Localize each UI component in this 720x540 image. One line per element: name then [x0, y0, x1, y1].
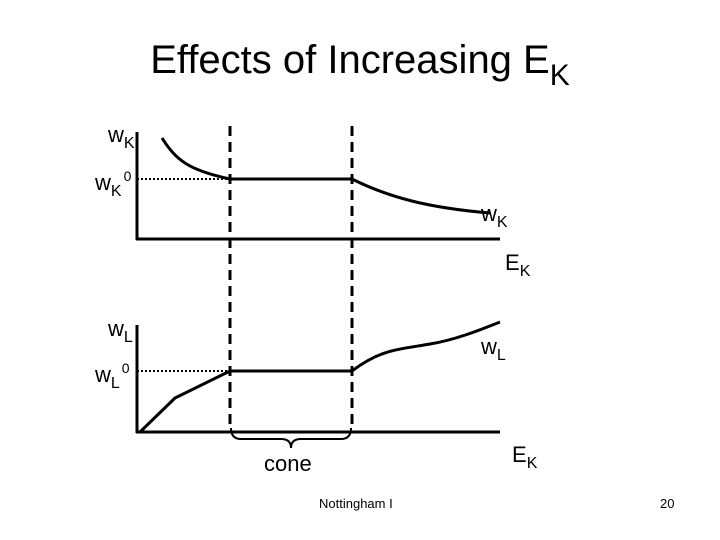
bottom-curve-label: wL: [481, 334, 506, 364]
cone-brace: [230, 427, 352, 449]
bottom-x-axis-label-sub: K: [526, 455, 538, 472]
bottom-y-axis-label: wL: [108, 316, 133, 346]
bottom-wage-curve: [138, 320, 501, 434]
bottom-reference-label-main: w: [95, 362, 111, 387]
bottom-reference-label: wL0: [95, 361, 130, 392]
bottom-reference-label-sub: L: [110, 375, 120, 392]
top-curve-label-main: w: [481, 201, 497, 226]
top-reference-label-main: w: [95, 170, 111, 195]
bottom-y-axis-label-main: w: [108, 316, 124, 341]
bottom-y-axis-label-sub: L: [123, 329, 133, 346]
bottom-x-axis-label-main: E: [512, 442, 527, 467]
top-y-axis-label-sub: K: [123, 135, 135, 152]
top-reference-label-sub: K: [110, 183, 122, 200]
bottom-curve-label-main: w: [481, 334, 497, 359]
top-wage-curve: [160, 137, 491, 215]
page-number: 20: [660, 496, 675, 511]
top-y-axis-label: wK: [108, 122, 135, 152]
top-reference-label-sup: 0: [123, 168, 132, 184]
top-x-axis-label: EK: [505, 250, 530, 280]
top-x-axis-label-sub: K: [519, 263, 531, 280]
title-main: Effects of Increasing E: [150, 38, 550, 82]
top-curve-label-sub: K: [496, 214, 508, 231]
bottom-x-axis-label: EK: [512, 442, 537, 472]
top-x-axis-label-main: E: [505, 250, 520, 275]
top-curve-label: wK: [481, 201, 508, 231]
slide-title: Effects of Increasing EK: [0, 38, 720, 91]
footer-text: Nottingham I: [319, 496, 393, 511]
title-subscript: K: [549, 59, 570, 92]
cone-label: cone: [264, 451, 312, 476]
bottom-curve-label-sub: L: [496, 347, 506, 364]
top-reference-label: wK0: [95, 169, 131, 200]
top-y-axis-label-main: w: [108, 122, 124, 147]
bottom-reference-label-sup: 0: [121, 360, 130, 376]
